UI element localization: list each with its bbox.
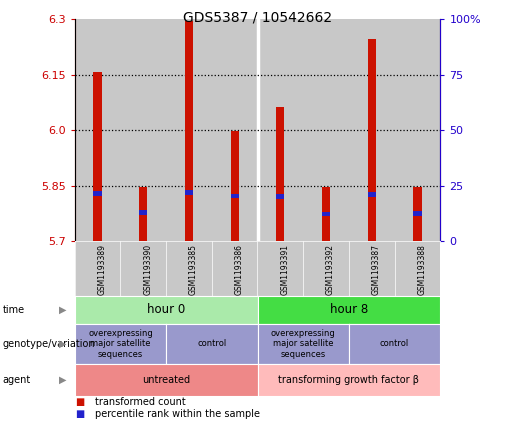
Text: hour 8: hour 8: [330, 303, 368, 316]
Bar: [75, 19, 121, 241]
Bar: [303, 19, 349, 241]
Bar: [185, 190, 193, 195]
Text: transformed count: transformed count: [95, 398, 186, 407]
Text: GSM1193385: GSM1193385: [189, 244, 198, 295]
Bar: [349, 19, 394, 241]
Text: ■: ■: [75, 398, 84, 407]
Bar: [93, 191, 101, 196]
Bar: [276, 194, 284, 199]
Text: GSM1193390: GSM1193390: [143, 244, 152, 295]
Bar: [276, 107, 284, 241]
Bar: [368, 192, 376, 197]
Bar: [322, 187, 330, 241]
Bar: [93, 72, 101, 241]
Text: hour 0: hour 0: [147, 303, 185, 316]
Bar: [121, 19, 166, 241]
Text: GSM1193389: GSM1193389: [97, 244, 107, 295]
Text: GDS5387 / 10542662: GDS5387 / 10542662: [183, 11, 332, 25]
Bar: [139, 187, 147, 241]
Text: ▶: ▶: [59, 339, 67, 349]
Text: overexpressing
major satellite
sequences: overexpressing major satellite sequences: [271, 329, 336, 359]
Bar: [394, 19, 440, 241]
Text: control: control: [197, 339, 227, 348]
Bar: [231, 194, 239, 198]
Bar: [212, 19, 258, 241]
Text: overexpressing
major satellite
sequences: overexpressing major satellite sequences: [88, 329, 153, 359]
Text: percentile rank within the sample: percentile rank within the sample: [95, 409, 260, 419]
Text: agent: agent: [3, 375, 31, 385]
Text: GSM1193388: GSM1193388: [418, 244, 426, 295]
Text: genotype/variation: genotype/variation: [3, 339, 95, 349]
Text: GSM1193391: GSM1193391: [280, 244, 289, 295]
Text: ▶: ▶: [59, 305, 67, 315]
Bar: [322, 212, 330, 217]
Bar: [139, 210, 147, 215]
Bar: [258, 19, 303, 241]
Text: GSM1193386: GSM1193386: [235, 244, 244, 295]
Text: ▶: ▶: [59, 375, 67, 385]
Bar: [231, 131, 239, 241]
Bar: [414, 211, 422, 216]
Text: time: time: [3, 305, 25, 315]
Text: control: control: [380, 339, 409, 348]
Bar: [166, 19, 212, 241]
Text: ■: ■: [75, 409, 84, 419]
Bar: [185, 21, 193, 241]
Text: GSM1193392: GSM1193392: [326, 244, 335, 295]
Text: GSM1193387: GSM1193387: [372, 244, 381, 295]
Bar: [414, 187, 422, 241]
Bar: [368, 38, 376, 241]
Text: untreated: untreated: [142, 375, 190, 385]
Text: transforming growth factor β: transforming growth factor β: [279, 375, 419, 385]
